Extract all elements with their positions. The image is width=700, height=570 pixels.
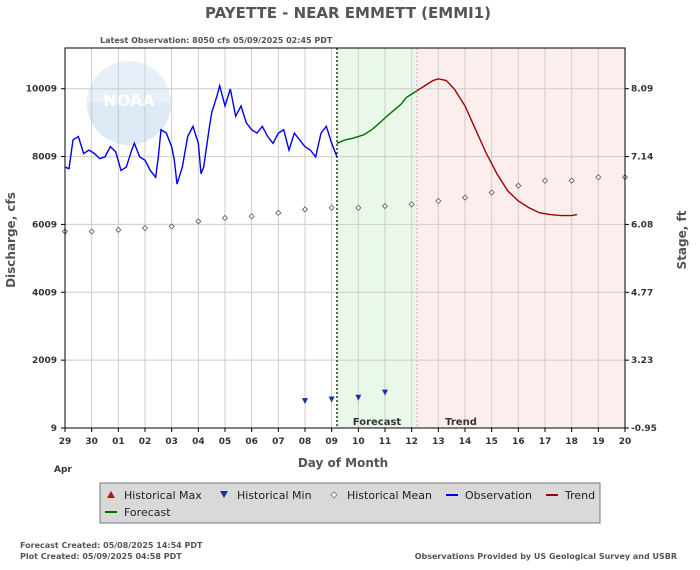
x-tick-label: 04 (192, 437, 205, 447)
y-left-tick-label: 8009 (32, 153, 57, 163)
y-left-tick-label: 4009 (32, 288, 57, 298)
legend-swatch-historical-max (107, 491, 115, 498)
legend-swatch-historical-mean (330, 491, 338, 499)
legend-label-trend: Trend (564, 489, 595, 502)
x-tick-label: 06 (245, 437, 258, 447)
chart-title: PAYETTE - NEAR EMMETT (EMMI1) (205, 4, 491, 22)
region-label-trend: Trend (445, 417, 477, 428)
legend-label-historical-max: Historical Max (124, 489, 202, 502)
y-right-tick-label: 8.09 (631, 85, 653, 95)
x-tick-label: 02 (139, 437, 152, 447)
x-tick-label: 08 (299, 437, 312, 447)
x-tick-label: 16 (512, 437, 525, 447)
series-historical-mean-point (515, 182, 522, 189)
legend: Historical Max Historical Min Historical M… (105, 489, 595, 519)
series-forecast-line (336, 90, 418, 144)
chart-subtitle: Latest Observation: 8050 cfs 05/09/2025 … (100, 36, 333, 45)
y-right-tick-label: 6.08 (631, 220, 653, 230)
series-historical-mean-point (115, 226, 122, 233)
legend-label-historical-min: Historical Min (237, 489, 312, 502)
x-tick-label: 30 (85, 437, 98, 447)
series-historical-mean-point (461, 194, 469, 201)
watermark-text: NOAA (103, 91, 155, 110)
y-right-tick-label: 3.23 (631, 356, 653, 366)
noaa-watermark: NOAA (87, 61, 171, 145)
y-right-axis-label: Stage, ft (675, 210, 689, 269)
footer-forecast-created: Forecast Created: 05/08/2025 14:54 PDT (20, 541, 203, 550)
region-label-forecast: Forecast (353, 417, 402, 428)
series-historical-mean-point (275, 209, 282, 216)
series-historical-mean-point (301, 206, 309, 213)
x-tick-label: 12 (405, 437, 418, 447)
series-historical-mean-point (141, 225, 149, 232)
series-historical-mean-point (408, 201, 415, 208)
x-tick-label: 20 (619, 437, 632, 447)
y-left-tick-label: 9 (51, 424, 57, 434)
region-forecast (337, 48, 417, 428)
x-tick-label: 11 (379, 437, 392, 447)
footer-plot-created: Plot Created: 05/09/2025 04:58 PDT (20, 552, 182, 561)
series-historical-min-point (302, 398, 308, 405)
x-tick-label: 01 (112, 437, 125, 447)
x-tick-label: 14 (459, 437, 472, 447)
series-layer (61, 78, 629, 405)
y-right-tick-label: -0.95 (631, 424, 657, 434)
plot-border (64, 47, 626, 429)
x-tick-label: 17 (539, 437, 552, 447)
x-tick-label: 15 (485, 437, 498, 447)
y-left-tick-label: 6009 (32, 220, 57, 230)
series-historical-min-point (382, 389, 388, 396)
footer-source: Observations Provided by US Geological S… (415, 552, 677, 561)
series-historical-mean-point (381, 203, 389, 210)
series-historical-min-point (355, 394, 362, 401)
series-historical-mean-point (168, 223, 175, 230)
x-tick-label: 09 (325, 437, 338, 447)
x-tick-label: 05 (219, 437, 232, 447)
region-trend (417, 48, 625, 428)
x-tick-label: 10 (352, 437, 365, 447)
series-historical-mean-point (435, 197, 442, 205)
legend-box (99, 482, 601, 524)
x-tick-label: 07 (272, 437, 285, 447)
y-left-tick-label: 2009 (32, 356, 57, 366)
series-historical-mean-point (488, 189, 495, 196)
legend-label-historical-mean: Historical Mean (347, 489, 432, 502)
x-tick-label: 18 (565, 437, 578, 447)
x-month-label: Apr (54, 465, 72, 475)
series-historical-mean-point (595, 174, 602, 181)
forecast-regions (337, 48, 625, 428)
series-historical-mean-point (195, 218, 202, 225)
x-tick-label: 29 (59, 437, 72, 447)
series-historical-mean-point (541, 177, 549, 184)
series-observation-line (64, 82, 338, 185)
legend-label-forecast: Forecast (124, 506, 171, 519)
x-axis-label: Day of Month (298, 456, 388, 470)
series-historical-mean-point (355, 204, 362, 211)
x-axis-ticks: 29 30 01 02 03 04 05 06 07 08 09 10 11 12 13 14 15 16 17 18… (59, 428, 632, 447)
series-trend-line (416, 78, 578, 217)
y-left-axis-label: Discharge, cfs (4, 192, 18, 288)
grid-lines (64, 48, 626, 429)
series-historical-min-point (328, 396, 335, 403)
x-tick-label: 03 (165, 437, 178, 447)
y-left-axis-ticks: 9 2009 4009 6009 8009 10009 (26, 85, 65, 434)
y-right-tick-label: 7.14 (631, 153, 653, 163)
y-left-tick-label: 10009 (26, 85, 57, 95)
y-right-tick-label: 4.77 (631, 288, 653, 298)
series-historical-mean-point (221, 214, 229, 222)
series-historical-mean-point (568, 177, 575, 184)
legend-swatch-historical-min (220, 491, 228, 498)
x-tick-label: 13 (432, 437, 445, 447)
legend-label-observation: Observation (465, 489, 532, 502)
y-right-axis-ticks: -0.95 3.23 4.77 6.08 7.14 8.09 (625, 85, 657, 434)
series-historical-mean-point (88, 228, 95, 235)
x-tick-label: 19 (592, 437, 605, 447)
region-labels: Forecast Trend (353, 417, 477, 428)
series-historical-mean-point (248, 213, 255, 220)
series-historical-mean-point (328, 204, 335, 211)
